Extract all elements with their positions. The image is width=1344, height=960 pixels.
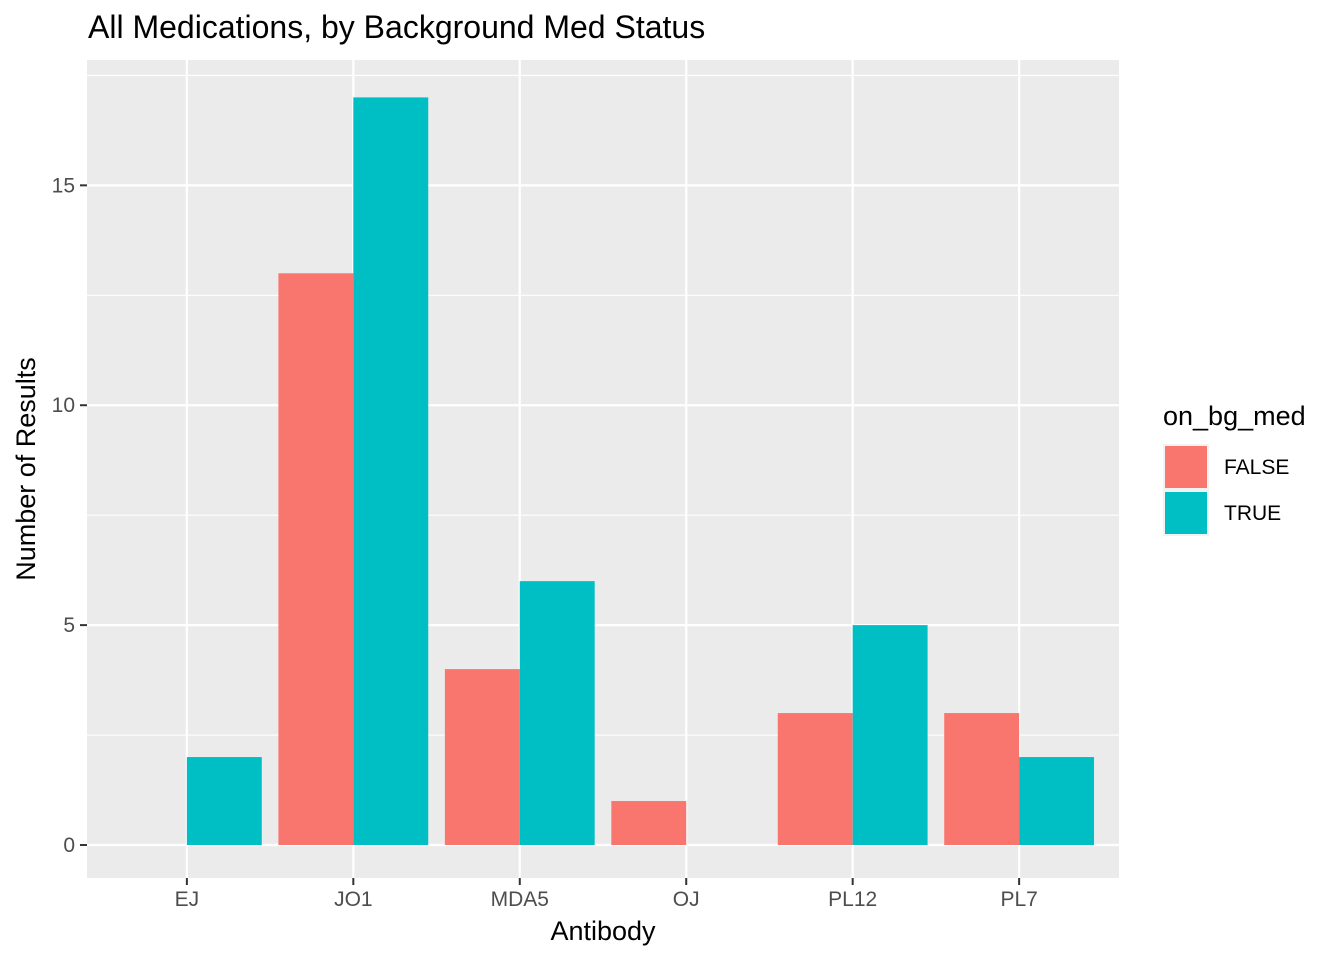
bar-false <box>944 713 1020 846</box>
bar-true <box>353 97 429 846</box>
y-tick-label: 15 <box>52 174 75 197</box>
x-tick-label: OJ <box>673 888 700 911</box>
bars <box>186 97 1095 846</box>
legend-title: on_bg_med <box>1163 401 1306 431</box>
x-tick-label: PL7 <box>1000 888 1037 911</box>
bar-false <box>278 273 354 846</box>
y-axis-title: Number of Results <box>11 357 41 581</box>
legend-swatch-true <box>1165 492 1207 534</box>
x-tick-label: PL12 <box>828 888 877 911</box>
y-tick-label: 5 <box>63 614 75 637</box>
legend-swatch-false <box>1165 446 1207 488</box>
x-axis-title: Antibody <box>550 916 656 946</box>
x-tick-label: JO1 <box>334 888 373 911</box>
y-tick-label: 0 <box>63 834 75 857</box>
legend: on_bg_med FALSE TRUE <box>1163 401 1306 536</box>
bar-true <box>186 757 262 846</box>
chart-title: All Medications, by Background Med Statu… <box>88 9 705 45</box>
y-tick-label: 10 <box>52 394 75 417</box>
bar-true <box>1019 757 1095 846</box>
bar-true <box>852 625 928 846</box>
bar-false <box>444 669 520 846</box>
x-tick-label: EJ <box>175 888 200 911</box>
bar-false <box>777 713 853 846</box>
x-tick-label: MDA5 <box>491 888 549 911</box>
bar-false <box>611 801 687 846</box>
y-axis: 0 5 10 15 <box>52 174 87 857</box>
legend-label-true: TRUE <box>1224 502 1281 525</box>
x-axis: EJ JO1 MDA5 OJ PL12 PL7 <box>175 878 1038 911</box>
bar-true <box>519 581 595 846</box>
legend-label-false: FALSE <box>1224 456 1289 479</box>
